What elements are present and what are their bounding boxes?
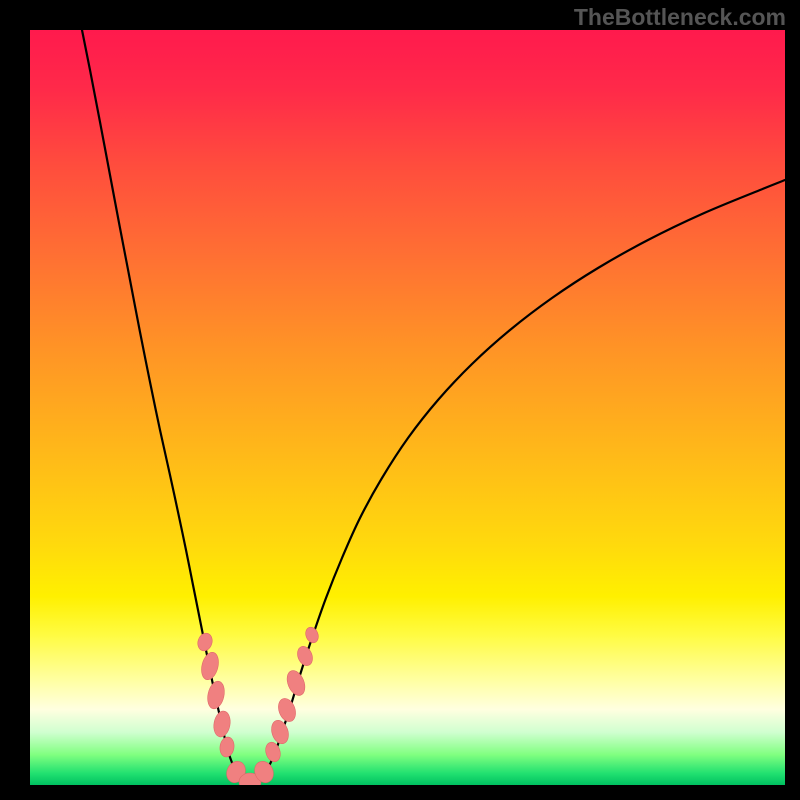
curve-right-branch <box>250 180 785 784</box>
data-marker <box>275 696 298 724</box>
data-marker <box>303 625 320 644</box>
chart-container: TheBottleneck.com <box>0 0 800 800</box>
data-marker <box>284 668 309 698</box>
watermark-text: TheBottleneck.com <box>574 4 786 31</box>
data-marker <box>205 680 226 711</box>
marker-group <box>196 625 321 785</box>
data-marker <box>269 718 292 746</box>
data-marker <box>219 736 236 758</box>
curve-left-branch <box>82 30 250 784</box>
data-marker <box>212 710 232 738</box>
curve-layer <box>30 30 785 785</box>
data-marker <box>263 740 282 763</box>
data-marker <box>196 631 215 652</box>
data-marker <box>295 644 315 668</box>
data-marker <box>199 650 221 681</box>
plot-area <box>30 30 785 785</box>
